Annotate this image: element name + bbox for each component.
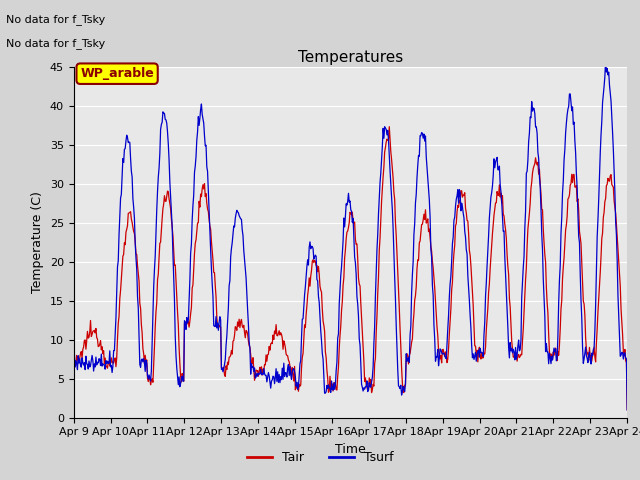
Text: No data for f_Tsky: No data for f_Tsky bbox=[6, 38, 106, 49]
Legend: Tair, Tsurf: Tair, Tsurf bbox=[242, 446, 398, 469]
Title: Temperatures: Temperatures bbox=[298, 49, 403, 65]
Text: WP_arable: WP_arable bbox=[80, 67, 154, 80]
Text: No data for f_Tsky: No data for f_Tsky bbox=[6, 14, 106, 25]
X-axis label: Time: Time bbox=[335, 443, 366, 456]
Y-axis label: Temperature (C): Temperature (C) bbox=[31, 192, 44, 293]
